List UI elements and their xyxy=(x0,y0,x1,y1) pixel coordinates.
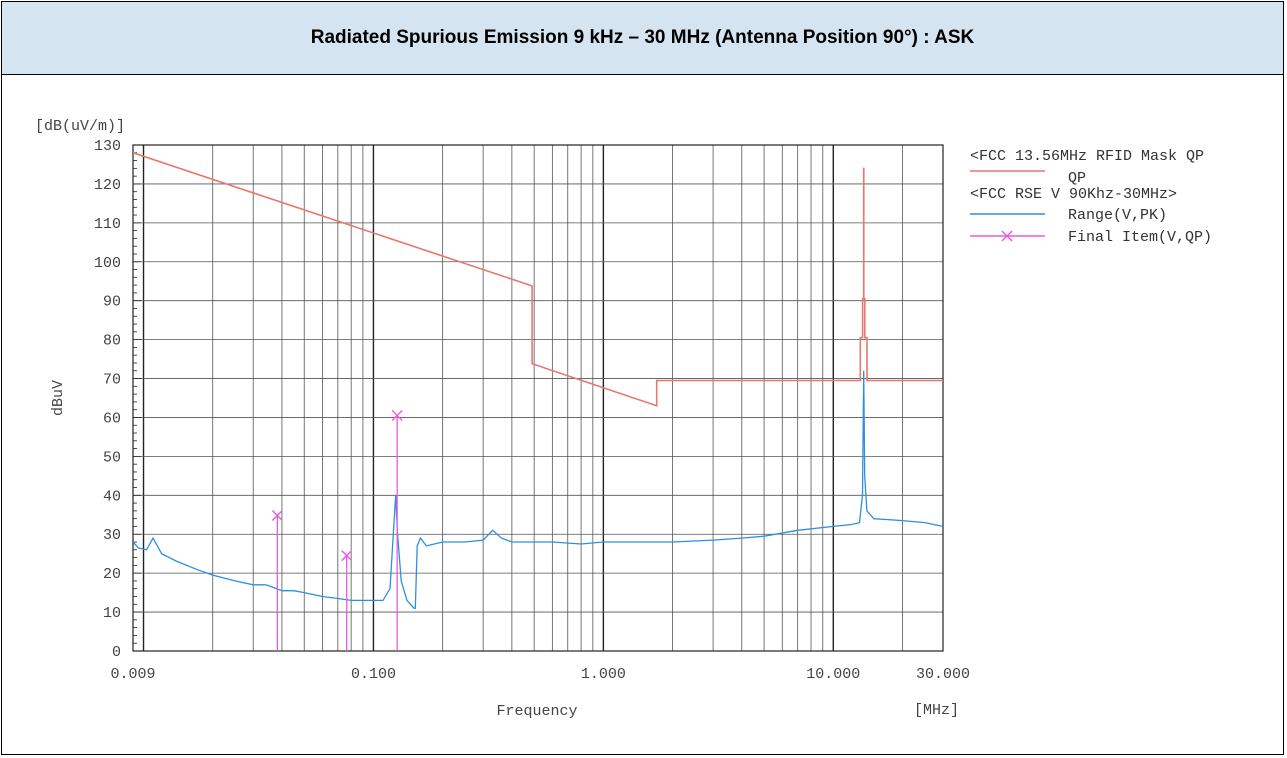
legend-label: QP xyxy=(1068,170,1086,187)
x-axis-label: Frequency xyxy=(496,703,577,720)
x-tick-label: 0.100 xyxy=(351,666,396,683)
final-item-marker xyxy=(341,550,353,562)
y-tick-label: 100 xyxy=(94,255,121,272)
x-tick-label: 1.000 xyxy=(581,666,626,683)
legend-title: <FCC 13.56MHz RFID Mask QP xyxy=(970,148,1204,165)
y-tick-label: 70 xyxy=(103,372,121,389)
x-unit-label: [MHz] xyxy=(914,702,959,719)
page-title: Radiated Spurious Emission 9 kHz – 30 MH… xyxy=(2,2,1283,75)
y-tick-label: 0 xyxy=(112,644,121,661)
legend xyxy=(970,170,1045,242)
final-item-markers xyxy=(271,410,403,651)
y-tick-label: 20 xyxy=(103,566,121,583)
y-tick-label: 50 xyxy=(103,449,121,466)
final-item-marker xyxy=(391,410,403,422)
x-tick-label: 0.009 xyxy=(110,666,155,683)
y-axis-label: dBuV xyxy=(50,380,67,416)
final-item-marker xyxy=(271,510,283,522)
legend-label: Range(V,PK) xyxy=(1068,207,1167,224)
plot-frame xyxy=(132,144,944,652)
y-tick-label: 10 xyxy=(103,605,121,622)
y-tick-label: 80 xyxy=(103,333,121,350)
y-unit-label: [dB(uV/m)] xyxy=(35,118,125,135)
legend-title: <FCC RSE V 90Khz-30MHz> xyxy=(970,186,1177,203)
x-tick-label: 30.000 xyxy=(916,666,970,683)
y-tick-label: 30 xyxy=(103,527,121,544)
plot-area xyxy=(133,145,943,651)
y-tick-label: 130 xyxy=(94,138,121,155)
y-tick-label: 60 xyxy=(103,410,121,427)
pk-range-line xyxy=(133,370,943,609)
legend-marker xyxy=(1001,230,1013,242)
y-tick-label: 40 xyxy=(103,488,121,505)
y-minor-ticks xyxy=(133,144,141,652)
y-tick-label: 90 xyxy=(103,294,121,311)
y-tick-label: 120 xyxy=(94,177,121,194)
x-tick-label: 10.000 xyxy=(806,666,860,683)
qp-limit-line xyxy=(133,152,943,407)
y-tick-label: 110 xyxy=(94,216,121,233)
grid xyxy=(132,144,944,652)
legend-label: Final Item(V,QP) xyxy=(1068,229,1212,246)
